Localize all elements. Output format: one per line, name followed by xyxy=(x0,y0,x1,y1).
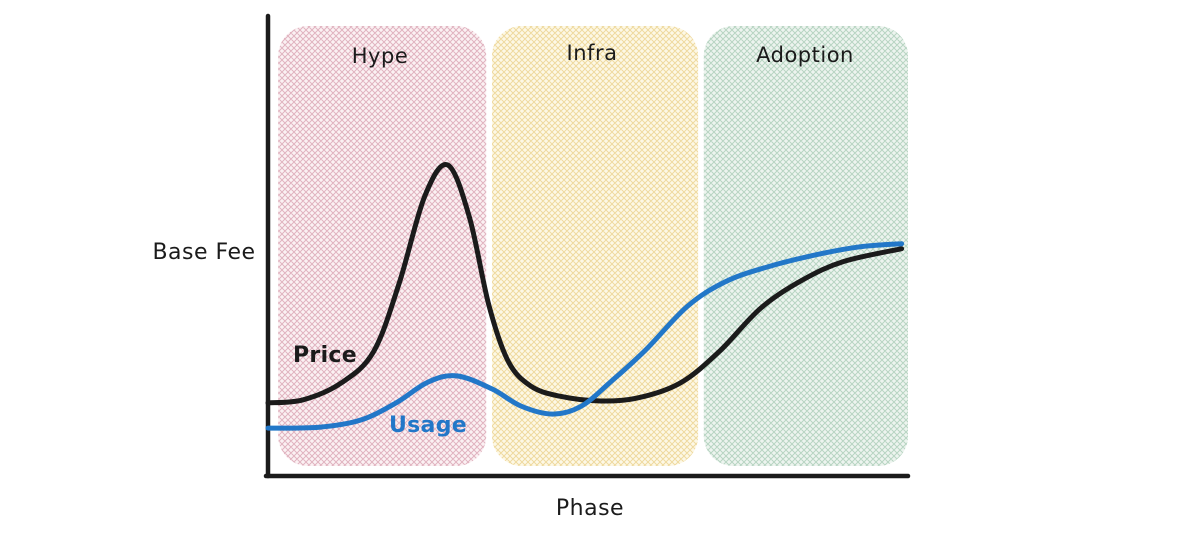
price-curve xyxy=(265,162,905,406)
usage-label: Usage xyxy=(389,413,467,438)
y-axis-label: Base Fee xyxy=(152,240,256,265)
price-label: Price xyxy=(293,343,357,368)
phase-band-adoption-hatch xyxy=(703,26,908,466)
usage-curve xyxy=(265,241,905,431)
curves-layer xyxy=(265,162,905,431)
band-label-hype: Hype xyxy=(351,44,409,68)
phase-band-infra-hatch xyxy=(492,26,699,466)
phase-band-hype-hatch xyxy=(278,26,487,466)
band-label-infra: Infra xyxy=(566,41,618,65)
phase-bands-layer xyxy=(278,26,908,466)
x-axis-label: Phase xyxy=(555,496,625,521)
band-label-adoption: Adoption xyxy=(756,43,854,67)
